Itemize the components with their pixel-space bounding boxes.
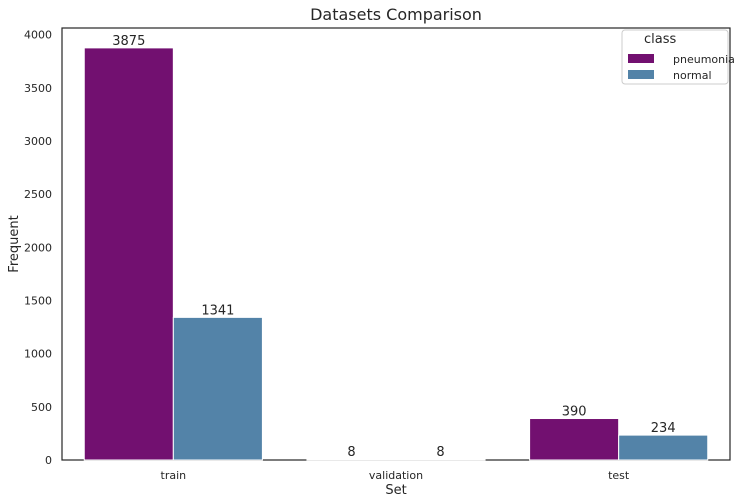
x-tick-label-train: train (161, 469, 187, 482)
x-tick-label-test: test (608, 469, 630, 482)
chart-title: Datasets Comparison (310, 5, 482, 24)
x-axis-label: Set (385, 483, 406, 498)
bar-normal-validation (395, 458, 486, 461)
bar-label-normal-train: 1341 (201, 303, 234, 318)
bars: 3875 1341 8 8 390 234 (83, 34, 709, 461)
y-tick-label-2000: 2000 (24, 241, 52, 254)
legend-item-pneumonia: pneumonia (673, 53, 735, 66)
legend-swatch-normal (628, 70, 654, 79)
legend[interactable]: class pneumonia normal (621, 29, 735, 85)
bar-label-pneumonia-train: 3875 (112, 34, 145, 49)
y-tick-label-500: 500 (31, 401, 52, 414)
y-tick-label-1500: 1500 (24, 294, 52, 307)
y-tick-label-3500: 3500 (24, 82, 52, 95)
bar-label-pneumonia-validation: 8 (347, 445, 355, 460)
bar-label-normal-validation: 8 (436, 445, 444, 460)
bar-label-normal-test: 234 (651, 421, 676, 436)
bar-normal-train (172, 316, 263, 461)
y-axis-label: Frequent (7, 215, 22, 272)
y-tick-label-4000: 4000 (24, 29, 52, 42)
legend-item-normal: normal (673, 69, 712, 82)
x-tick-label-validation: validation (369, 469, 423, 482)
y-tick-label-1000: 1000 (24, 348, 52, 361)
x-axis-ticks: train validation test (161, 469, 630, 482)
bar-label-pneumonia-test: 390 (562, 405, 587, 420)
y-axis-ticks: 0 500 1000 1500 2000 2500 3000 3500 4000 (24, 29, 52, 467)
bar-pneumonia-train (83, 47, 174, 461)
y-tick-label-0: 0 (45, 454, 52, 467)
bar-pneumonia-test (529, 418, 620, 461)
y-tick-label-2500: 2500 (24, 188, 52, 201)
bar-normal-test (618, 434, 709, 461)
y-tick-label-3000: 3000 (24, 135, 52, 148)
legend-title: class (644, 32, 676, 47)
legend-swatch-pneumonia (628, 54, 654, 63)
